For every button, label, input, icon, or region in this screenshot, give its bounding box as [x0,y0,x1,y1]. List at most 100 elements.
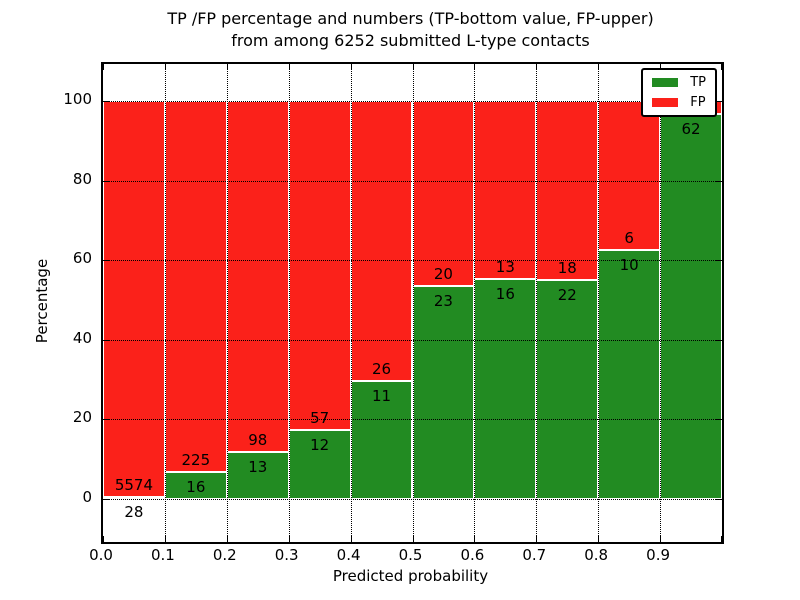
tp-swatch-icon [652,78,679,87]
bar-segment-tp [474,279,537,499]
bar-value-tp: 22 [557,286,577,305]
x-tick-mark [598,536,600,542]
x-tick-mark [660,64,662,70]
x-tick-mark [288,536,290,542]
bar-value-fp: 57 [310,408,330,427]
bar-segment-fp [226,101,289,453]
legend: TP FP [641,68,717,117]
bar-value-fp: 225 [181,451,211,470]
legend-label-fp: FP [690,95,706,110]
chart-title: TP /FP percentage and numbers (TP-bottom… [101,8,720,52]
bars-layer [103,64,722,542]
chart-title-line1: TP /FP percentage and numbers (TP-bottom… [167,9,654,28]
x-tick-mark [350,64,352,70]
bar-value-tp: 62 [681,119,701,138]
y-tick-label: 40 [72,328,92,347]
bar-value-fp: 18 [557,259,577,278]
x-axis-label: Predicted probability [332,567,489,585]
bar-value-tp: 16 [495,285,515,304]
x-tick-mark [536,64,538,70]
x-tick-label: 0.3 [274,546,299,564]
gridline-vertical [288,64,290,542]
bar-segment-tp [660,113,722,499]
bar-value-tp: 16 [186,478,206,497]
bar-value-fp: 26 [371,359,392,378]
bar-segment-fp [103,101,165,497]
bar-segment-tp [164,472,227,499]
bar-value-tp: 28 [124,502,144,521]
x-tick-mark [288,64,290,70]
y-tick-mark [103,498,109,500]
bar-segment-fp [536,101,599,281]
y-tick-mark [716,180,722,182]
x-tick-label: 0.0 [89,546,113,564]
bar-value-tp: 23 [433,292,453,311]
y-tick-label: 20 [72,408,92,427]
grid-layer [103,64,722,542]
legend-label-tp: TP [690,75,706,90]
bar-segment-tp [103,496,165,499]
x-tick-mark [350,536,352,542]
x-tick-label: 0.8 [584,546,609,564]
gridline-vertical [598,64,600,542]
x-tick-mark [164,64,166,70]
chart-title-line2: from among 6252 submitted L-type contact… [231,31,590,50]
y-tick-mark [716,419,722,421]
x-tick-mark [226,536,228,542]
fp-swatch-icon [652,98,679,107]
x-tick-mark [103,536,104,542]
x-tick-label: 0.1 [150,546,175,564]
bar-value-tp: 11 [371,386,392,405]
x-tick-label: 0.4 [336,546,361,564]
x-tick-label: 0.2 [212,546,237,564]
y-tick-mark [716,339,722,341]
y-tick-mark [103,260,109,262]
x-tick-mark [226,64,228,70]
bar-value-fp: 6 [624,229,634,248]
gridline-vertical [412,64,414,542]
x-tick-mark [412,64,414,70]
bar-values-layer: 5574282251698135712261120231316182261026… [103,64,722,542]
y-tick-mark [103,339,109,341]
y-tick-label: 80 [72,169,92,188]
bar-value-tp: 13 [248,458,268,477]
bar-segment-tp [412,286,475,499]
y-tick-label: 0 [82,487,92,506]
y-tick-mark [716,260,722,262]
legend-item-tp: TP [652,76,706,89]
x-tick-mark [660,536,662,542]
plot-area: 5574282251698135712261120231316182261026… [101,62,724,544]
bar-segment-fp [350,101,413,381]
x-tick-mark [598,64,600,70]
x-tick-label: 0.9 [646,546,671,564]
y-tick-mark [103,101,109,103]
x-tick-label: 0.5 [398,546,423,564]
bar-value-fp: 5574 [114,475,154,494]
bar-segment-tp [598,250,661,499]
bar-value-fp: 13 [495,258,515,277]
bar-value-tp: 10 [619,256,639,275]
gridline-vertical [350,64,352,542]
x-tick-mark [721,536,722,542]
y-tick-label: 60 [72,249,92,268]
y-tick-mark [716,498,722,500]
x-tick-label: 0.7 [522,546,547,564]
y-tick-label: 100 [63,90,92,109]
gridline-vertical [226,64,228,542]
gridline-vertical [474,64,476,542]
x-tick-mark [721,64,722,70]
x-tick-mark [474,536,476,542]
gridline-vertical [536,64,538,542]
bar-value-fp: 98 [248,431,268,450]
y-tick-mark [716,101,722,103]
x-tick-mark [536,536,538,542]
bar-segment-tp [350,380,413,499]
bar-segment-fp [598,101,661,251]
gridline-vertical [164,64,166,542]
y-tick-mark [103,180,109,182]
x-tick-mark [474,64,476,70]
bar-value-tp: 12 [310,435,330,454]
bar-segment-tp [536,280,599,499]
bar-value-fp: 20 [433,265,453,284]
